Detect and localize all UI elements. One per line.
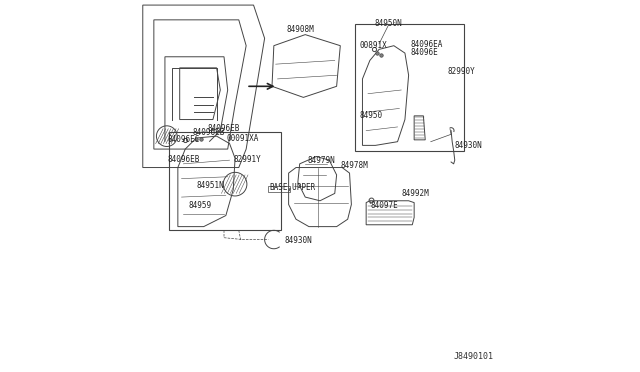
Bar bbox=[268, 186, 290, 192]
Text: 84096EB: 84096EB bbox=[168, 154, 200, 164]
Bar bbox=[355, 23, 464, 151]
Text: 84959: 84959 bbox=[189, 201, 212, 210]
Text: 84930N: 84930N bbox=[285, 236, 313, 245]
Text: 84978M: 84978M bbox=[340, 161, 368, 170]
Text: 84950: 84950 bbox=[360, 111, 383, 121]
Text: J8490101: J8490101 bbox=[454, 352, 493, 361]
Text: 84096EB: 84096EB bbox=[193, 128, 225, 137]
Text: 84096EC: 84096EC bbox=[168, 135, 200, 144]
Text: 84930N: 84930N bbox=[455, 141, 483, 150]
Bar bbox=[168, 132, 281, 230]
Text: 84096EB: 84096EB bbox=[207, 124, 240, 132]
Text: 84992M: 84992M bbox=[401, 189, 429, 198]
Text: 84097E: 84097E bbox=[371, 201, 398, 211]
Text: 84950N: 84950N bbox=[374, 19, 402, 28]
Text: 84096EA: 84096EA bbox=[410, 41, 443, 49]
Text: 82991Y: 82991Y bbox=[233, 155, 261, 164]
Text: 84979N: 84979N bbox=[308, 155, 336, 165]
Text: 00891X: 00891X bbox=[360, 41, 388, 50]
Text: 00091XA: 00091XA bbox=[227, 134, 259, 143]
Text: 84096E: 84096E bbox=[410, 48, 438, 57]
Text: 84908M: 84908M bbox=[287, 25, 314, 33]
Text: 82990Y: 82990Y bbox=[447, 67, 475, 76]
Text: 84951N: 84951N bbox=[196, 182, 224, 190]
Text: BASE,UPPER: BASE,UPPER bbox=[269, 183, 316, 192]
